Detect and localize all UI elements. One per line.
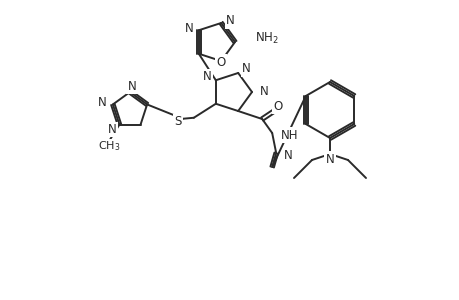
Text: N: N <box>202 70 211 83</box>
Text: CH$_3$: CH$_3$ <box>98 140 120 154</box>
Text: S: S <box>174 115 181 128</box>
Text: O: O <box>273 100 282 112</box>
Text: N: N <box>107 123 116 136</box>
Text: N: N <box>284 148 292 161</box>
Text: N: N <box>325 152 334 166</box>
Text: N: N <box>259 85 268 98</box>
Text: O: O <box>216 56 225 68</box>
Text: NH$_2$: NH$_2$ <box>254 31 278 46</box>
Text: N: N <box>185 22 193 35</box>
Text: N: N <box>226 14 235 28</box>
Text: NH: NH <box>280 128 298 142</box>
Text: N: N <box>98 96 106 109</box>
Text: N: N <box>127 80 136 92</box>
Text: N: N <box>241 62 251 76</box>
